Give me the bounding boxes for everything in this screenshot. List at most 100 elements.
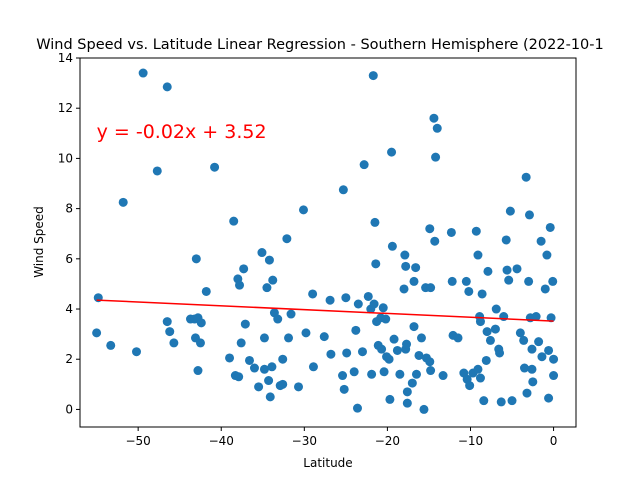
data-point bbox=[407, 378, 417, 388]
data-point bbox=[527, 364, 537, 374]
data-point bbox=[377, 344, 387, 354]
data-point bbox=[471, 226, 481, 236]
data-point bbox=[399, 284, 409, 294]
data-point bbox=[473, 364, 483, 374]
regression-line-layer bbox=[96, 299, 554, 322]
data-point bbox=[453, 333, 463, 343]
data-point bbox=[544, 393, 554, 403]
y-tick-label: 12 bbox=[58, 101, 73, 115]
data-point bbox=[379, 367, 389, 377]
data-point bbox=[507, 396, 517, 406]
x-tick-label: −50 bbox=[125, 434, 150, 448]
data-point bbox=[496, 397, 506, 407]
data-point bbox=[426, 366, 436, 376]
data-point bbox=[254, 382, 264, 392]
data-point bbox=[371, 259, 381, 269]
y-tick-label: 4 bbox=[65, 302, 73, 316]
data-point bbox=[381, 314, 391, 324]
data-point bbox=[485, 335, 495, 345]
x-axis: −50 −40 −30 −20 −10 0 bbox=[125, 427, 557, 448]
data-point bbox=[338, 371, 348, 381]
data-point bbox=[534, 337, 544, 347]
data-point bbox=[414, 350, 424, 360]
data-point bbox=[411, 263, 421, 273]
data-point bbox=[106, 340, 116, 350]
data-point bbox=[152, 166, 162, 176]
data-point bbox=[351, 325, 361, 335]
data-point bbox=[402, 339, 412, 349]
data-point bbox=[235, 280, 245, 290]
regression-line bbox=[96, 299, 554, 322]
data-point bbox=[294, 382, 304, 392]
data-point bbox=[338, 185, 348, 195]
data-point bbox=[239, 264, 249, 274]
y-tick-label: 10 bbox=[58, 151, 73, 165]
data-point bbox=[363, 291, 373, 301]
data-point bbox=[431, 152, 441, 162]
data-point bbox=[378, 303, 388, 313]
data-point bbox=[385, 394, 395, 404]
data-point bbox=[549, 371, 559, 381]
data-point bbox=[236, 338, 246, 348]
data-point bbox=[262, 283, 272, 293]
data-point bbox=[165, 327, 175, 337]
y-tick-label: 8 bbox=[65, 202, 73, 216]
data-point bbox=[234, 372, 244, 382]
data-point bbox=[268, 275, 278, 285]
data-point bbox=[411, 369, 421, 379]
data-point bbox=[400, 250, 410, 260]
y-tick-label: 2 bbox=[65, 352, 73, 366]
data-point bbox=[464, 286, 474, 296]
data-point bbox=[370, 217, 380, 227]
data-point bbox=[267, 362, 277, 372]
data-point bbox=[537, 352, 547, 362]
data-point bbox=[540, 284, 550, 294]
x-tick-label: −10 bbox=[458, 434, 483, 448]
data-point bbox=[284, 333, 294, 343]
data-point bbox=[519, 335, 529, 345]
data-points bbox=[92, 68, 559, 414]
data-point bbox=[162, 317, 172, 327]
data-point bbox=[446, 227, 456, 237]
data-point bbox=[402, 398, 412, 408]
data-point bbox=[425, 357, 435, 367]
data-point bbox=[367, 369, 377, 379]
data-point bbox=[416, 333, 426, 343]
data-point bbox=[339, 384, 349, 394]
data-point bbox=[438, 371, 448, 381]
data-point bbox=[319, 332, 329, 342]
data-point bbox=[265, 392, 275, 402]
data-point bbox=[369, 299, 379, 309]
y-tick-label: 14 bbox=[58, 51, 73, 65]
data-point bbox=[426, 283, 436, 293]
data-point bbox=[542, 250, 552, 260]
data-point bbox=[531, 312, 541, 322]
x-tick-label: −40 bbox=[209, 434, 234, 448]
data-point bbox=[308, 362, 318, 372]
data-point bbox=[527, 344, 537, 354]
data-point bbox=[425, 224, 435, 234]
data-point bbox=[349, 367, 359, 377]
data-point bbox=[342, 348, 352, 358]
data-point bbox=[240, 319, 250, 329]
data-point bbox=[298, 205, 308, 215]
data-point bbox=[477, 289, 487, 299]
data-point bbox=[210, 162, 220, 172]
data-point bbox=[528, 377, 538, 387]
data-point bbox=[193, 366, 203, 376]
data-point bbox=[512, 264, 522, 274]
data-point bbox=[479, 396, 489, 406]
data-point bbox=[229, 216, 239, 226]
data-point bbox=[257, 248, 267, 258]
data-point bbox=[473, 250, 483, 260]
data-point bbox=[465, 381, 475, 391]
data-point bbox=[249, 363, 259, 373]
data-point bbox=[521, 172, 531, 182]
data-point bbox=[196, 318, 206, 328]
data-point bbox=[499, 312, 509, 322]
data-point bbox=[504, 275, 514, 285]
plot-frame bbox=[79, 57, 577, 428]
data-point bbox=[278, 354, 288, 364]
data-point bbox=[138, 68, 148, 78]
data-point bbox=[264, 376, 274, 386]
